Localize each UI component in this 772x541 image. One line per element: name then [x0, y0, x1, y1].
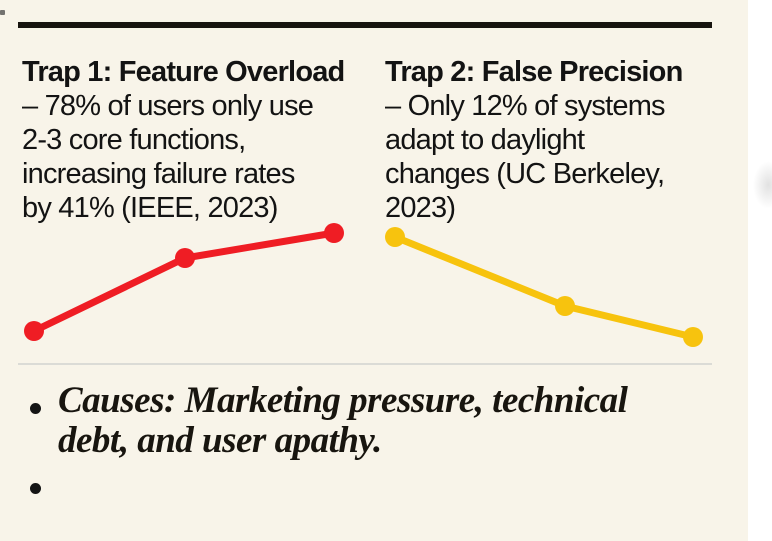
trap-1-feature-overload-trend-line: [30, 229, 338, 335]
bullet-dot-icon: [30, 483, 41, 494]
list-item: [30, 461, 720, 501]
top-rule: [18, 22, 712, 28]
list-item: Causes: Marketing pressure, technical de…: [30, 381, 720, 461]
trap-2-false-precision-trend-line: [391, 233, 697, 341]
trap-1-feature-overload-trend-marker: [24, 321, 44, 341]
trap-2-column: Trap 2: False Precision – Only 12% of sy…: [385, 55, 712, 225]
trap-1-title: Trap 1: Feature Overload: [22, 56, 345, 88]
causes-bullet-text: Causes: Marketing pressure, technical de…: [58, 380, 628, 461]
trap-1-body: – 78% of users only use 2-3 core functio…: [22, 90, 314, 224]
trap-1-feature-overload-trend-marker: [324, 223, 344, 243]
edge-stray-mark: [0, 10, 5, 15]
trap-columns: Trap 1: Feature Overload – 78% of users …: [22, 55, 714, 225]
trap-1-feature-overload-trend-marker: [175, 248, 195, 268]
section-divider: [18, 363, 712, 365]
trap-2-false-precision-trend-marker: [683, 327, 703, 347]
trap-2-body: – Only 12% of systems adapt to daylight …: [385, 90, 666, 224]
page-edge-shadow: [748, 0, 772, 541]
slide-card: Trap 1: Feature Overload – 78% of users …: [0, 0, 748, 541]
bullet-list: Causes: Marketing pressure, technical de…: [30, 381, 720, 501]
bullet-dot-icon: [30, 403, 41, 414]
trend-chart: [24, 223, 703, 347]
trap-2-false-precision-trend-marker: [385, 227, 405, 247]
trap-2-false-precision-trend-marker: [555, 296, 575, 316]
trap-2-title: Trap 2: False Precision: [385, 56, 683, 88]
trap-1-column: Trap 1: Feature Overload – 78% of users …: [22, 55, 355, 225]
